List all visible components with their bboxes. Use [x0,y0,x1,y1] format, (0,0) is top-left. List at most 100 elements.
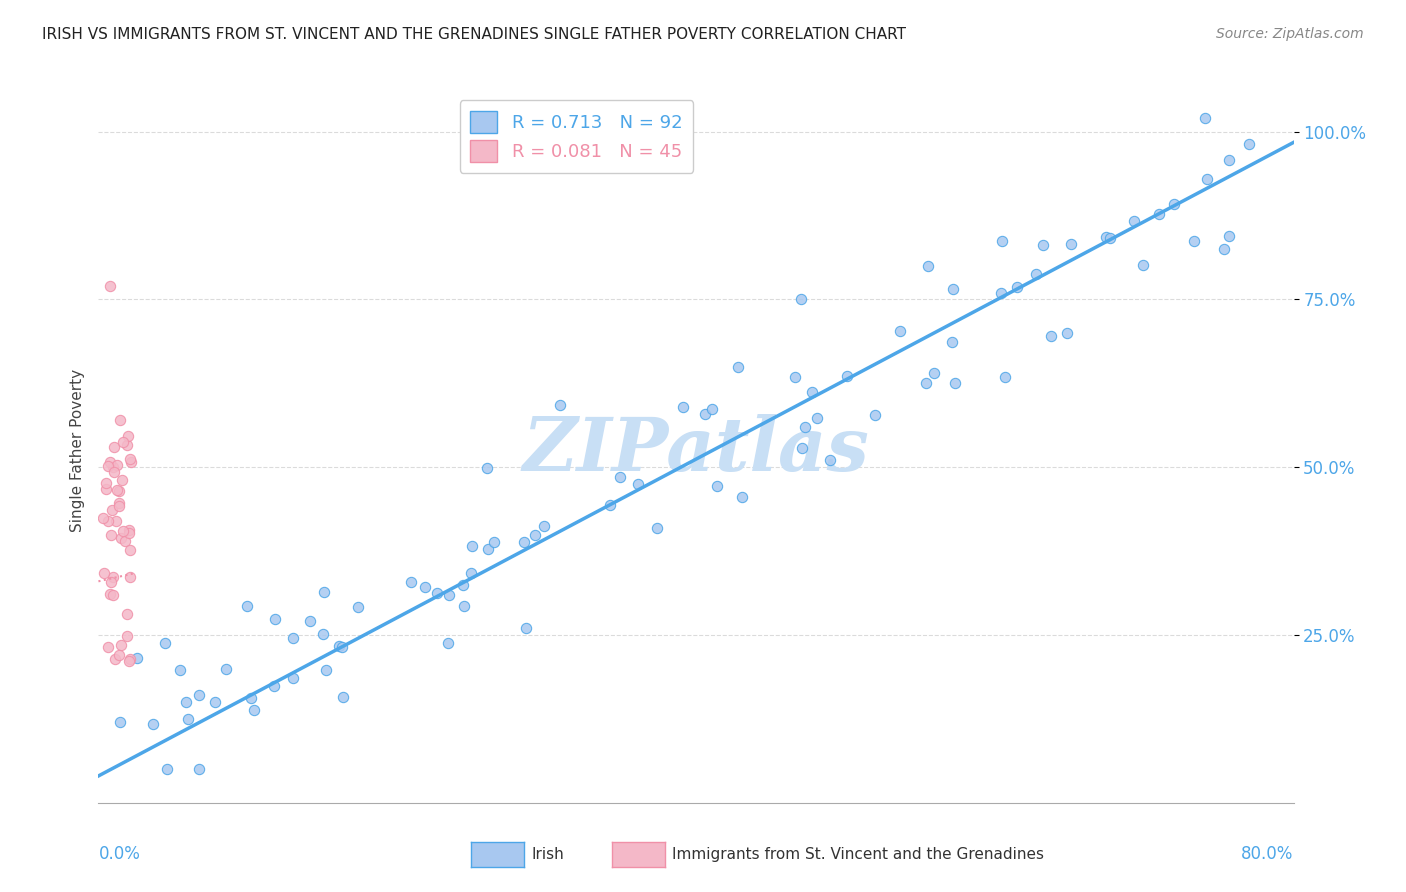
Point [110,413,132,427]
Point [346,600,368,615]
Point [461,539,484,553]
Point [188,762,211,776]
Point [835,369,858,384]
Point [118,523,141,537]
Point [533,519,555,533]
Point [177,712,200,726]
Point [105,483,128,497]
Point [477,541,499,556]
Point [125,650,148,665]
Point [990,235,1012,249]
Point [97,640,120,654]
Point [103,465,125,479]
Point [108,499,131,513]
Point [783,370,806,384]
Text: IRISH VS IMMIGRANTS FROM ST. VINCENT AND THE GRENADINES SINGLE FATHER POVERTY CO: IRISH VS IMMIGRANTS FROM ST. VINCENT AND… [42,27,907,42]
Point [100,575,122,590]
Point [100,528,122,542]
Point [103,460,125,475]
Point [91,511,114,525]
Text: Irish: Irish [531,847,564,862]
Point [93,566,115,580]
Point [453,599,475,614]
Point [98,279,122,293]
Y-axis label: Single Father Poverty: Single Father Poverty [69,369,84,532]
Point [460,566,482,580]
Point [176,694,198,708]
Point [114,533,136,548]
Point [115,607,138,621]
Point [889,324,911,338]
Point [820,453,842,467]
Point [942,282,965,296]
Point [439,589,461,603]
Point [105,514,128,528]
Point [187,689,209,703]
Point [672,400,695,414]
Point [806,410,828,425]
Point [111,524,134,538]
Point [120,455,142,469]
Point [120,451,142,466]
Text: Immigrants from St. Vincent and the Grenadines: Immigrants from St. Vincent and the Gren… [672,847,1045,862]
Point [453,578,475,592]
Point [264,612,287,626]
Point [103,589,125,603]
Point [1122,214,1144,228]
Point [727,360,749,375]
Point [865,408,887,422]
Point [330,640,353,655]
Point [1213,242,1236,256]
Point [332,690,354,704]
Point [790,441,813,455]
Point [298,614,321,628]
Point [235,599,257,614]
Point [1194,112,1216,126]
Point [437,635,460,649]
Point [110,473,132,487]
Point [523,527,546,541]
Point [482,534,505,549]
Point [941,335,963,350]
Point [281,671,304,685]
Point [1182,234,1205,248]
Point [118,654,141,668]
Point [118,652,141,666]
Point [1163,197,1185,211]
Point [120,570,142,584]
Point [1237,136,1260,151]
Point [693,407,716,421]
Point [281,631,304,645]
Point [94,483,117,497]
Point [315,663,337,677]
Point [94,476,117,491]
Point [263,679,285,693]
Point [425,586,447,600]
Point [990,285,1012,300]
Point [104,652,127,666]
Point [1195,172,1218,186]
Point [97,458,120,473]
Point [155,635,177,649]
Point [609,470,631,484]
Point [1218,229,1240,244]
Point [1095,230,1118,244]
Text: 0.0%: 0.0% [98,845,141,863]
Point [101,502,124,516]
Point [105,458,128,472]
Point [550,398,572,412]
Point [115,629,138,643]
Point [103,570,125,584]
Point [1005,279,1028,293]
Point [1032,238,1054,252]
Point [110,531,132,545]
Point [328,639,350,653]
Point [477,461,499,475]
Point [115,438,138,452]
Point [98,455,121,469]
Point [415,580,437,594]
Point [108,714,131,729]
Point [915,376,938,390]
Point [793,419,815,434]
Point [627,477,650,491]
